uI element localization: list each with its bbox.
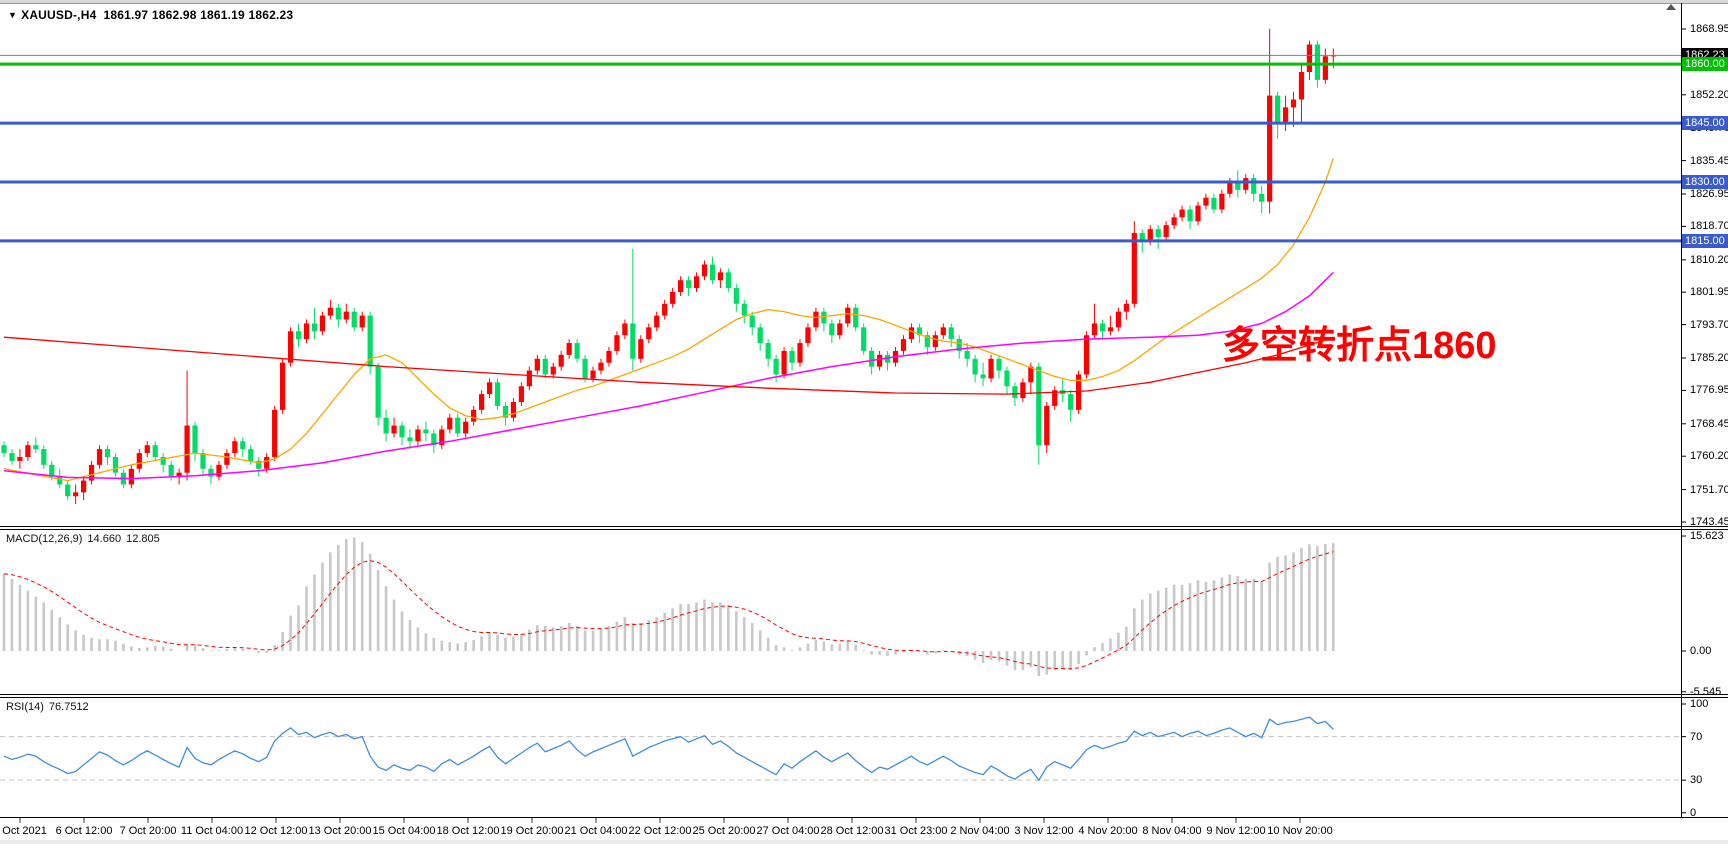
time-axis-label: 13 Oct 20:00 (308, 825, 372, 837)
macd-indicator-label: MACD(12,26,9) 14.660 12.805 (6, 533, 165, 545)
macd-axis-label: 0.00 (1690, 645, 1712, 657)
time-axis-label: 31 Oct 23:00 (884, 825, 948, 837)
macd-signal-value: 12.805 (126, 533, 160, 545)
hline-price-badge: 1860.00 (1682, 57, 1728, 72)
macd-panel[interactable] (2, 537, 1335, 677)
time-axis-label: 8 Nov 04:00 (1142, 825, 1202, 837)
symbol-dropdown-icon[interactable]: ▼ (8, 10, 18, 20)
scroll-marker-icon (1666, 4, 1676, 10)
macd-axis-label: -5.545 (1690, 685, 1722, 698)
price-tick-label: 1776.95 (1690, 384, 1728, 397)
symbol-label: XAUUSD-,H4 (21, 8, 97, 22)
time-axis-label: 5 Oct 2021 (0, 825, 47, 837)
rsi-line (3, 716, 1334, 782)
price-tick-label: 1793.70 (1690, 318, 1728, 331)
rsi-name: RSI(14) (6, 701, 44, 713)
time-axis-label: 11 Oct 04:00 (180, 825, 244, 837)
price-tick-label: 1826.95 (1690, 187, 1728, 200)
macd-main-value: 14.660 (87, 533, 122, 545)
time-axis-label: 19 Oct 20:00 (500, 825, 564, 837)
time-axis-label: 25 Oct 20:00 (692, 825, 756, 837)
hline-price-badge: 1815.00 (1682, 233, 1728, 248)
time-axis-label: 4 Nov 20:00 (1078, 825, 1138, 837)
ma-mid-magenta-line (3, 271, 1334, 480)
ohlc-values: 1861.97 1862.98 1861.19 1862.23 (103, 8, 294, 22)
price-tick-label: 1818.70 (1690, 220, 1728, 233)
time-axis-label: 22 Oct 12:00 (628, 825, 692, 837)
time-axis-label: 18 Oct 12:00 (436, 825, 500, 837)
time-axis-label: 21 Oct 04:00 (564, 825, 628, 837)
rsi-axis-label: 0 (1690, 806, 1697, 819)
price-tick-label: 1785.20 (1690, 351, 1728, 364)
time-axis-label: 10 Nov 20:00 (1267, 825, 1333, 837)
rsi-axis-label: 100 (1690, 698, 1709, 710)
time-axis-label: 9 Nov 12:00 (1206, 825, 1266, 837)
rsi-value: 76.7512 (48, 701, 89, 713)
price-tick-label: 1868.95 (1690, 23, 1728, 35)
rsi-panel[interactable] (0, 716, 1681, 782)
symbol-title-bar: ▼ XAUUSD-,H4 1861.97 1862.98 1861.19 1862… (8, 8, 293, 22)
time-axis-label: 6 Oct 12:00 (55, 825, 113, 837)
macd-name: MACD(12,26,9) (6, 533, 83, 545)
hline-price-badge: 1830.00 (1682, 175, 1728, 189)
price-tick-label: 1810.20 (1690, 253, 1728, 266)
candlestick-series (1, 28, 1336, 505)
time-axis-label: 12 Oct 12:00 (244, 825, 308, 837)
time-axis-label: 2 Nov 04:00 (950, 825, 1010, 837)
time-axis-label: 27 Oct 04:00 (756, 825, 820, 837)
macd-signal-line (3, 551, 1334, 670)
price-tick-label: 1835.45 (1690, 154, 1728, 167)
price-tick-label: 1852.20 (1690, 88, 1728, 101)
price-panel[interactable] (1, 28, 1336, 505)
ma-fast-orange-line (3, 158, 1334, 482)
time-axis-label: 7 Oct 20:00 (119, 825, 177, 837)
ma-slow-red-line (3, 336, 1334, 395)
time-axis-label: 28 Oct 12:00 (820, 825, 884, 837)
price-tick-label: 1760.20 (1690, 450, 1728, 463)
rsi-axis-label: 70 (1690, 730, 1703, 743)
hline-price-badge: 1845.00 (1682, 116, 1728, 131)
price-tick-label: 1743.45 (1690, 516, 1728, 528)
price-tick-label: 1768.45 (1690, 417, 1728, 430)
rsi-axis-label: 30 (1690, 774, 1703, 787)
macd-axis-label: 15.623 (1690, 530, 1724, 542)
annotation-text: 多空转折点1860 (1222, 325, 1497, 367)
rsi-indicator-label: RSI(14) 76.7512 (6, 701, 94, 713)
price-tick-label: 1801.95 (1690, 286, 1728, 299)
price-tick-label: 1751.70 (1690, 483, 1728, 496)
time-axis-label: 15 Oct 04:00 (372, 825, 436, 837)
time-axis-label: 3 Nov 12:00 (1014, 825, 1074, 837)
